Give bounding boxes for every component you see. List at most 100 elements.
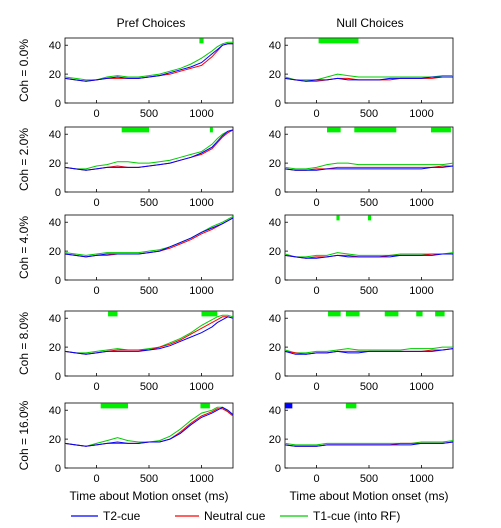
axes-frame	[284, 37, 454, 104]
significance-marker	[328, 311, 341, 317]
significance-marker	[430, 127, 451, 133]
series-line-t1-cue-into-rf	[64, 406, 234, 447]
significance-marker	[201, 311, 218, 317]
series-line-t2-cue	[284, 76, 453, 82]
x-tick-label: 1000	[189, 473, 213, 485]
x-tick-label: 0	[93, 381, 99, 393]
significance-marker	[318, 38, 359, 44]
significance-marker	[416, 311, 423, 317]
significance-marker	[200, 403, 210, 409]
significance-marker	[354, 127, 397, 133]
y-tick-label: 0	[55, 187, 61, 199]
panel-r4-c1: 0 20 40 0 500 1000	[269, 402, 454, 485]
significance-marker	[384, 311, 399, 317]
y-tick-label: 0	[55, 463, 61, 475]
x-tick-label: 500	[140, 473, 158, 485]
y-tick-label: 0	[275, 98, 281, 110]
axes-frame	[64, 126, 234, 193]
x-tick-label: 0	[93, 473, 99, 485]
y-tick-label: 40	[269, 217, 281, 229]
series-line-t2-cue	[64, 316, 234, 355]
x-tick-label: 500	[140, 285, 158, 297]
significance-marker	[345, 311, 360, 317]
x-tick-label: 0	[93, 108, 99, 120]
series-line-neutral-cue	[64, 129, 234, 171]
axes-frame	[64, 214, 234, 281]
panel-r2-c0: 0 20 40 0 500 1000 Coh = 4.0%	[17, 214, 234, 297]
significance-marker	[336, 215, 340, 221]
significance-marker	[121, 127, 149, 133]
x-tick-label: 500	[140, 108, 158, 120]
row-label: Coh = 2.0%	[17, 128, 31, 191]
significance-marker	[435, 311, 445, 317]
panels-group: 0 20 40 0 500 1000 Coh = 0.0% 0 20 40 0 500 1000 0 20 4…	[17, 37, 454, 485]
x-tick-label: 0	[313, 108, 319, 120]
series-line-neutral-cue	[284, 165, 453, 171]
y-tick-label: 0	[55, 371, 61, 383]
column-title-pref: Pref Choices	[117, 16, 186, 30]
y-tick-label: 40	[49, 217, 61, 229]
panel-r3-c1: 0 20 40 0 500 1000	[269, 310, 454, 393]
x-axis-label-right: Time about Motion onset (ms)	[290, 489, 449, 503]
y-tick-label: 40	[49, 313, 61, 325]
row-label: Coh = 16.0%	[17, 400, 31, 470]
x-tick-label: 1000	[189, 381, 213, 393]
x-tick-label: 1000	[189, 285, 213, 297]
y-tick-label: 0	[275, 371, 281, 383]
y-tick-label: 20	[269, 69, 281, 81]
significance-marker	[108, 311, 118, 317]
legend-label-t1: T1-cue (into RF)	[313, 509, 400, 523]
axes-frame	[64, 402, 234, 469]
y-tick-label: 0	[55, 275, 61, 287]
column-title-null: Null Choices	[336, 16, 403, 30]
significance-marker	[100, 403, 128, 409]
series-line-t1-cue-into-rf	[284, 252, 454, 258]
y-tick-label: 0	[275, 187, 281, 199]
y-tick-label: 20	[49, 434, 61, 446]
series-line-t2-cue	[64, 217, 234, 258]
axes-frame	[284, 402, 454, 469]
series-line-t1-cue-into-rf	[284, 162, 454, 170]
x-tick-label: 500	[140, 381, 158, 393]
row-label: Coh = 8.0%	[17, 312, 31, 375]
series-line-t1-cue-into-rf	[284, 346, 453, 354]
y-tick-label: 40	[269, 313, 281, 325]
significance-marker	[345, 403, 357, 409]
axes-frame	[284, 310, 454, 377]
series-line-t2-cue	[284, 348, 454, 355]
significance-marker	[199, 38, 204, 44]
x-axis-label-left: Time about Motion onset (ms)	[70, 489, 229, 503]
axes-frame	[64, 37, 234, 104]
panel-r4-c0: 0 20 40 0 500 1000 Coh = 16.0%	[17, 400, 234, 485]
x-tick-label: 500	[140, 197, 158, 209]
panel-r0-c0: 0 20 40 0 500 1000 Coh = 0.0%	[17, 37, 234, 120]
axes-frame	[284, 126, 454, 193]
x-tick-label: 1000	[409, 108, 433, 120]
significance-marker	[209, 127, 213, 133]
series-line-t1-cue-into-rf	[64, 129, 234, 170]
x-tick-label: 1000	[409, 473, 433, 485]
series-line-t2-cue	[64, 43, 233, 82]
significance-marker	[367, 215, 372, 221]
x-tick-label: 1000	[189, 197, 213, 209]
x-tick-label: 1000	[409, 285, 433, 297]
legend: T2-cue Neutral cue T1-cue (into RF)	[71, 509, 400, 523]
y-tick-label: 0	[275, 275, 281, 287]
panel-r0-c1: 0 20 40 0 500 1000	[269, 37, 454, 120]
row-label: Coh = 0.0%	[17, 39, 31, 102]
x-tick-label: 0	[313, 285, 319, 297]
x-tick-label: 500	[360, 285, 378, 297]
panel-r1-c0: 0 20 40 0 500 1000 Coh = 2.0%	[17, 126, 234, 209]
x-tick-label: 1000	[409, 381, 433, 393]
x-tick-label: 500	[360, 108, 378, 120]
x-tick-label: 1000	[189, 108, 213, 120]
y-tick-label: 40	[269, 40, 281, 52]
series-line-t2-cue	[64, 129, 234, 171]
series-line-t2-cue	[284, 253, 453, 259]
x-tick-label: 500	[360, 381, 378, 393]
x-tick-label: 0	[93, 285, 99, 297]
series-line-neutral-cue	[284, 441, 454, 447]
y-tick-label: 20	[269, 158, 281, 170]
x-tick-label: 1000	[409, 197, 433, 209]
